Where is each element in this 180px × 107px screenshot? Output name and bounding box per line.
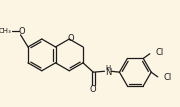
Text: Cl: Cl xyxy=(155,48,164,57)
Text: O: O xyxy=(68,34,75,43)
Text: N: N xyxy=(105,68,111,77)
Text: O: O xyxy=(90,85,97,94)
Text: Cl: Cl xyxy=(163,73,172,82)
Text: O: O xyxy=(18,27,25,36)
Text: H: H xyxy=(106,65,111,71)
Text: CH₃: CH₃ xyxy=(0,28,11,34)
